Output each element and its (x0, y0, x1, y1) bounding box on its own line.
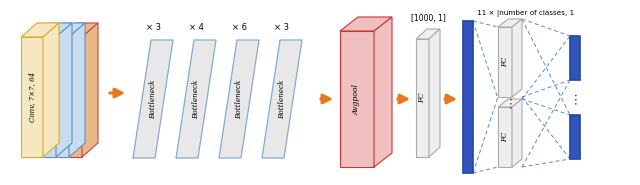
Polygon shape (21, 37, 43, 157)
Polygon shape (340, 17, 392, 31)
Text: ⋯: ⋯ (568, 91, 582, 104)
Polygon shape (416, 29, 440, 39)
Polygon shape (56, 23, 72, 157)
Text: Avgpool: Avgpool (353, 83, 361, 115)
Polygon shape (570, 36, 580, 80)
Polygon shape (340, 31, 374, 167)
Text: 11 × |number of classes, 1: 11 × |number of classes, 1 (477, 10, 574, 17)
Text: BN: BN (41, 91, 49, 103)
Text: Maxpool: Maxpool (67, 82, 75, 112)
Text: × 4: × 4 (189, 23, 204, 32)
Polygon shape (176, 40, 216, 158)
Polygon shape (47, 37, 69, 157)
Polygon shape (429, 29, 440, 157)
Polygon shape (262, 40, 302, 158)
Polygon shape (219, 40, 259, 158)
Polygon shape (34, 23, 72, 37)
Text: × 3: × 3 (275, 23, 289, 32)
Polygon shape (570, 115, 580, 159)
Polygon shape (498, 107, 512, 167)
Text: Bottleneck: Bottleneck (149, 79, 157, 119)
Polygon shape (60, 37, 82, 157)
Polygon shape (498, 19, 522, 27)
Text: FC: FC (501, 57, 509, 67)
Polygon shape (82, 23, 98, 157)
Text: Bottleneck: Bottleneck (235, 79, 243, 119)
Polygon shape (43, 23, 59, 157)
Text: Bottleneck: Bottleneck (278, 79, 286, 119)
Polygon shape (512, 19, 522, 97)
Text: FC: FC (419, 93, 426, 103)
Polygon shape (60, 23, 98, 37)
Polygon shape (512, 99, 522, 167)
Polygon shape (133, 40, 173, 158)
Text: [1000, 1]: [1000, 1] (411, 14, 445, 23)
Polygon shape (498, 99, 522, 107)
Text: Conv, 7×7, 64: Conv, 7×7, 64 (28, 72, 36, 122)
Text: × 3: × 3 (145, 23, 161, 32)
Text: ⋯: ⋯ (504, 96, 516, 108)
Text: × 6: × 6 (232, 23, 246, 32)
Polygon shape (463, 21, 473, 173)
Polygon shape (21, 23, 59, 37)
Text: Bottleneck: Bottleneck (192, 79, 200, 119)
Polygon shape (34, 37, 56, 157)
Polygon shape (69, 23, 85, 157)
Text: FC: FC (501, 132, 509, 142)
Polygon shape (47, 23, 85, 37)
Polygon shape (498, 27, 512, 97)
Text: Relu: Relu (54, 89, 62, 105)
Polygon shape (374, 17, 392, 167)
Polygon shape (416, 39, 429, 157)
